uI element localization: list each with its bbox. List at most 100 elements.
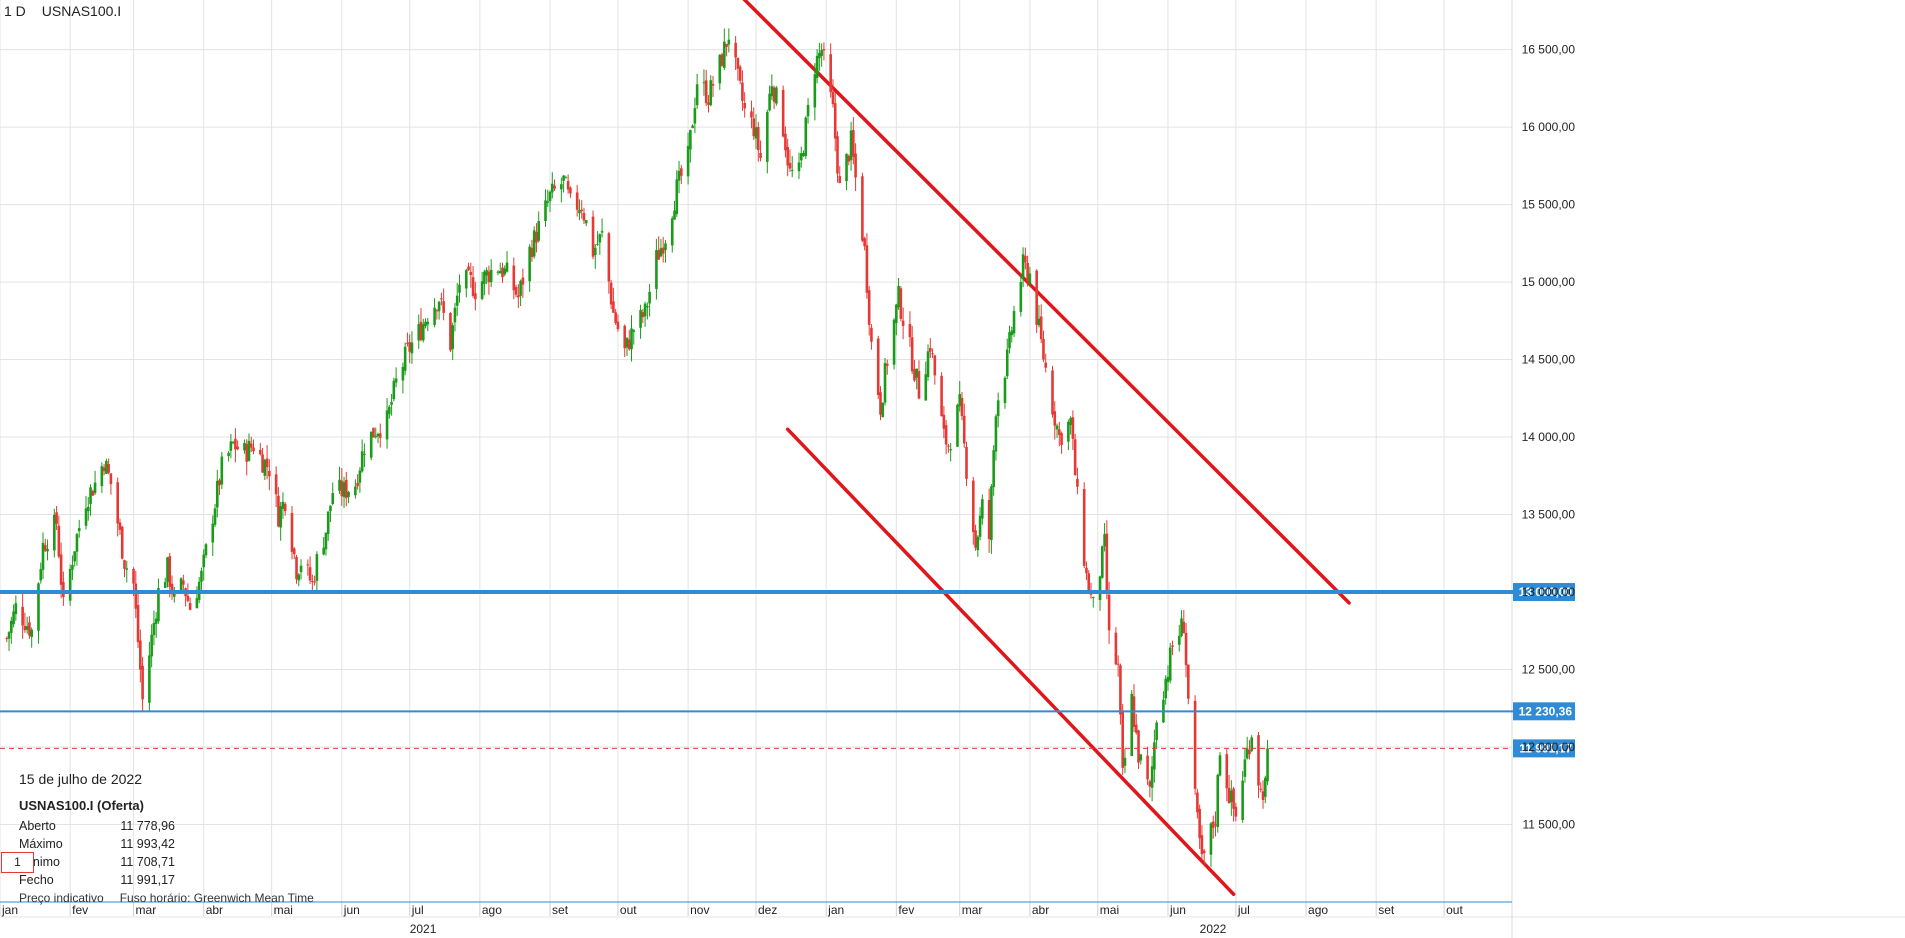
candle-body	[73, 551, 76, 562]
candle-body	[401, 366, 405, 381]
symbol-label[interactable]: USNAS100.I	[41, 3, 122, 19]
candle-body	[949, 449, 952, 451]
candle-body	[1155, 722, 1158, 741]
candle-body	[879, 392, 882, 415]
candle-body	[1101, 546, 1104, 578]
candle-body	[788, 162, 792, 169]
candle-body	[55, 512, 58, 524]
candle-body	[1098, 576, 1102, 601]
candle-body	[799, 153, 803, 161]
candle-body	[403, 346, 407, 371]
candle-body	[1202, 850, 1206, 854]
candle-body	[163, 582, 167, 588]
candle-body	[680, 168, 683, 176]
candle-body	[1134, 724, 1138, 733]
candle-body	[252, 447, 255, 452]
candle-body	[485, 270, 488, 276]
timeframe-label[interactable]: 1 D	[4, 3, 26, 19]
trend-lines[interactable]	[740, 0, 1351, 897]
candle-body	[971, 480, 975, 533]
candle-body	[607, 233, 611, 282]
candle-body	[723, 41, 726, 68]
candle-body	[442, 301, 445, 313]
candle-body	[802, 153, 805, 157]
candle-body	[709, 80, 713, 106]
candle-body	[243, 442, 246, 451]
candle-body	[166, 557, 169, 582]
candle-body	[901, 320, 905, 326]
candle-body	[227, 452, 230, 457]
candle-body	[469, 271, 473, 275]
info-label: Máximo	[19, 837, 63, 851]
drawing-count-badge[interactable]: 1	[1, 852, 34, 873]
candle-body	[693, 108, 697, 124]
candle-body	[229, 441, 233, 451]
candle-body	[786, 146, 789, 166]
candle-body	[57, 525, 61, 557]
candle-body	[553, 185, 556, 189]
candle-body	[702, 82, 706, 84]
candle-body	[236, 446, 239, 450]
candle-body	[940, 375, 943, 417]
candle-body	[677, 171, 681, 181]
candle-body	[575, 192, 579, 210]
candle-body	[614, 312, 617, 323]
price-axis[interactable]: 11 500,00 12 000,00 12 500,00 13 000,00 13 5…	[1522, 43, 1576, 832]
candle-body	[532, 230, 536, 257]
candle-body	[283, 503, 287, 512]
candle-body	[537, 221, 541, 241]
candle-body	[329, 505, 332, 512]
candle-body	[313, 581, 316, 583]
candle-body	[639, 310, 642, 328]
trend-line[interactable]	[785, 427, 1236, 897]
candle-body	[84, 508, 88, 526]
candle-body	[421, 324, 425, 341]
candle-body	[1137, 730, 1140, 763]
candle-body	[550, 183, 554, 193]
price-tick-label: 16 500,00	[1522, 43, 1576, 57]
time-axis[interactable]: jan fev mar abr mai jun jul ago set out nov dez jan f…	[0, 901, 1905, 936]
candle-body	[356, 482, 359, 487]
year-label: 2021	[410, 922, 437, 936]
candle-body	[987, 500, 991, 540]
candle-body	[91, 490, 95, 496]
candle-body	[1005, 349, 1009, 377]
candle-body	[707, 102, 710, 105]
candle-body	[675, 179, 679, 214]
candle-body	[704, 80, 708, 104]
candle-body	[292, 548, 296, 555]
candle-body	[962, 415, 966, 444]
candle-body	[899, 288, 903, 319]
month-tick-label: abr	[1032, 903, 1049, 917]
month-tick-label: abr	[206, 903, 223, 917]
candle-body	[14, 603, 18, 615]
info-label: Fecho	[19, 873, 54, 887]
candle-body	[612, 301, 615, 313]
candle-body	[917, 371, 921, 399]
candle-body	[1114, 632, 1118, 665]
candle-body	[1216, 775, 1220, 827]
candle-body	[1193, 700, 1197, 789]
candle-body	[290, 512, 294, 552]
candle-body	[1245, 748, 1249, 759]
candle-body	[1121, 711, 1124, 768]
candle-body	[89, 487, 92, 505]
candle-body	[388, 406, 391, 415]
candle-body	[71, 565, 74, 570]
candle-body	[913, 369, 916, 381]
candle-body	[727, 39, 731, 45]
candle-body	[1024, 255, 1027, 263]
candle-body	[1209, 823, 1213, 855]
price-tick-label: 13 000,00	[1522, 585, 1576, 599]
candle-body	[213, 508, 217, 525]
candle-body	[996, 400, 1000, 417]
candle-body	[148, 655, 151, 703]
candle-body	[591, 216, 595, 257]
candle-body	[12, 611, 15, 625]
candle-body	[453, 307, 457, 323]
horizontal-levels[interactable]: 13 000,00 12 230,36 11 991,17	[0, 583, 1575, 758]
trend-line[interactable]	[740, 0, 1351, 605]
price-tick-label: 12 500,00	[1522, 663, 1576, 677]
candle-body	[643, 303, 647, 317]
